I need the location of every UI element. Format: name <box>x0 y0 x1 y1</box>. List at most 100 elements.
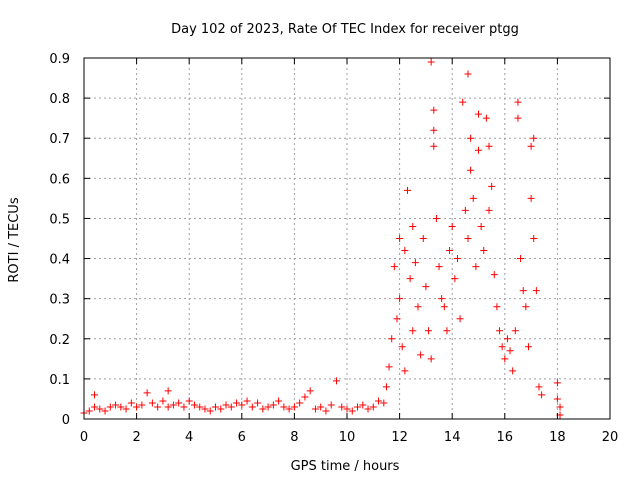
data-point <box>206 407 214 415</box>
data-point <box>482 114 490 122</box>
data-point <box>101 407 109 415</box>
data-point <box>280 403 288 411</box>
data-point <box>117 403 125 411</box>
data-point <box>275 397 283 405</box>
data-point <box>354 403 362 411</box>
x-tick-label: 2 <box>132 430 140 445</box>
data-point <box>364 405 372 413</box>
data-point <box>496 327 504 335</box>
data-point <box>259 405 267 413</box>
data-point <box>396 295 404 303</box>
data-point <box>430 126 438 134</box>
data-point <box>164 403 172 411</box>
data-point <box>301 393 309 401</box>
data-point <box>556 403 564 411</box>
data-point <box>443 327 451 335</box>
data-point <box>382 383 390 391</box>
y-tick-label: 0.7 <box>49 132 70 147</box>
data-point <box>264 403 272 411</box>
data-point <box>290 403 298 411</box>
data-point <box>175 399 183 407</box>
data-point <box>332 377 340 385</box>
data-point <box>530 134 538 142</box>
data-point <box>106 403 114 411</box>
data-point <box>509 367 517 375</box>
data-point <box>453 255 461 263</box>
y-tick-label: 0.4 <box>49 253 70 268</box>
data-point <box>411 259 419 267</box>
x-tick-label: 18 <box>549 430 566 445</box>
data-point <box>190 401 198 409</box>
data-point <box>538 391 546 399</box>
data-point <box>401 247 409 255</box>
data-point <box>127 399 135 407</box>
data-point <box>327 401 335 409</box>
data-point <box>185 397 193 405</box>
data-point <box>343 405 351 413</box>
data-point <box>388 335 396 343</box>
data-point <box>348 407 356 415</box>
data-point <box>517 255 525 263</box>
data-point <box>398 343 406 351</box>
x-tick-label: 8 <box>290 430 298 445</box>
data-point <box>133 403 141 411</box>
data-point <box>401 367 409 375</box>
data-point <box>535 383 543 391</box>
data-point <box>285 405 293 413</box>
data-point <box>464 70 472 78</box>
data-point <box>403 186 411 194</box>
y-tick-label: 0.2 <box>49 333 70 348</box>
data-point <box>519 287 527 295</box>
data-point <box>501 355 509 363</box>
data-point <box>438 295 446 303</box>
data-point <box>169 401 177 409</box>
y-tick-label: 0.5 <box>49 212 70 227</box>
data-point <box>406 275 414 283</box>
data-point <box>422 283 430 291</box>
data-point <box>122 405 130 413</box>
data-point <box>409 222 417 230</box>
data-point <box>233 399 241 407</box>
data-point <box>488 182 496 190</box>
data-point <box>511 327 519 335</box>
data-point <box>254 399 262 407</box>
data-point <box>432 214 440 222</box>
data-point <box>112 401 120 409</box>
data-point <box>322 407 330 415</box>
data-point <box>472 263 480 271</box>
x-tick-label: 16 <box>497 430 514 445</box>
data-point <box>503 335 511 343</box>
data-point <box>269 401 277 409</box>
data-point <box>467 134 475 142</box>
data-point <box>524 343 532 351</box>
data-point <box>467 166 475 174</box>
data-point <box>493 303 501 311</box>
data-point <box>532 287 540 295</box>
data-point <box>396 235 404 242</box>
data-point <box>393 315 401 323</box>
x-tick-label: 10 <box>339 430 356 445</box>
data-point <box>553 395 561 403</box>
x-tick-label: 14 <box>444 430 461 445</box>
data-point <box>448 222 456 230</box>
data-point <box>196 403 204 411</box>
data-point <box>380 399 388 407</box>
data-point <box>91 403 99 411</box>
data-point <box>96 405 104 413</box>
data-point <box>414 303 422 311</box>
data-point <box>296 399 304 407</box>
data-point <box>446 247 454 255</box>
data-point <box>390 263 398 271</box>
data-point <box>369 403 377 411</box>
x-tick-label: 12 <box>391 430 408 445</box>
x-tick-label: 20 <box>602 430 619 445</box>
data-point <box>480 247 488 255</box>
data-point <box>148 399 156 407</box>
y-tick-label: 0.8 <box>49 92 70 107</box>
data-point <box>138 401 146 409</box>
data-point <box>427 58 435 66</box>
x-axis-ticks: 0 2 4 6 8 10 12 14 16 18 20 <box>80 58 618 445</box>
data-point <box>222 401 230 409</box>
data-point <box>91 391 99 399</box>
